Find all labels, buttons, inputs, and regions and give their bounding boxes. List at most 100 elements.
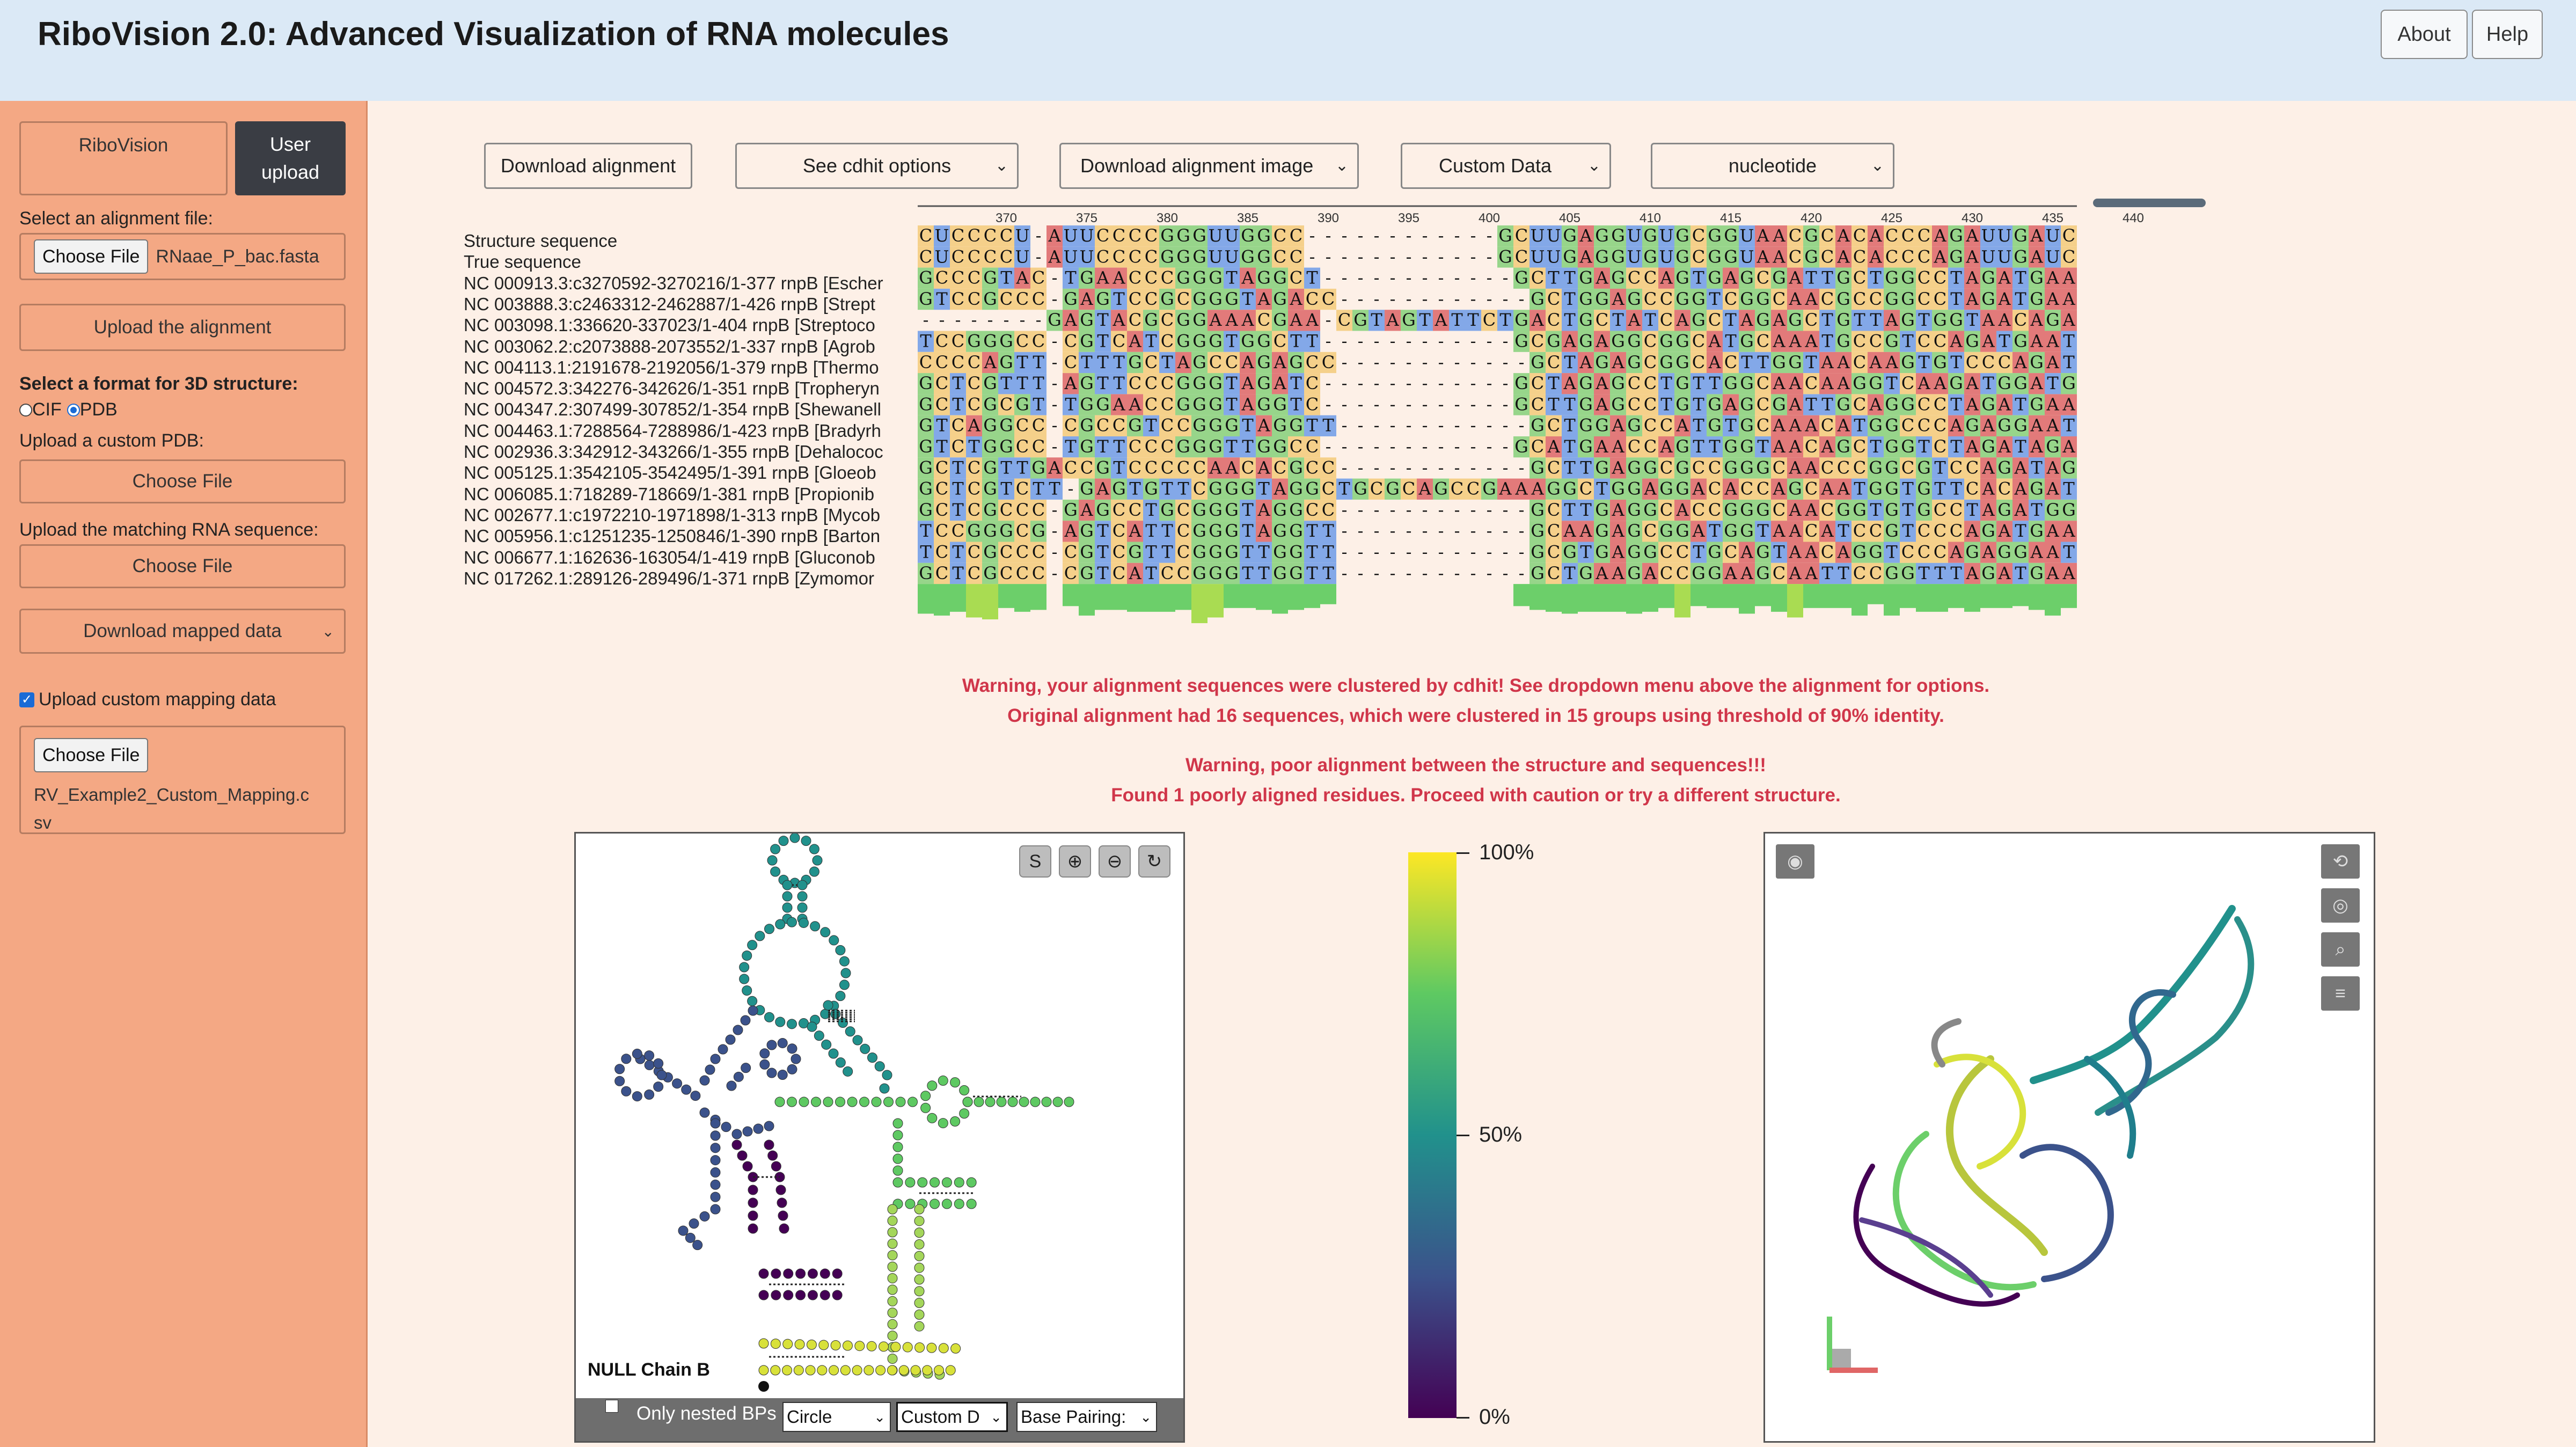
alignment-file-input[interactable]: Choose File RNaae_P_bac.fasta bbox=[19, 233, 346, 280]
nucleotide-dot[interactable] bbox=[821, 1039, 832, 1050]
nucleotide-select[interactable]: nucleotide ⌄ bbox=[1651, 143, 1894, 189]
nucleotide-dot[interactable] bbox=[766, 1040, 777, 1050]
nucleotide-dot[interactable] bbox=[914, 1251, 925, 1261]
nucleotide-dot[interactable] bbox=[775, 1185, 786, 1195]
nucleotide-dot[interactable] bbox=[718, 1044, 728, 1055]
choose-pdb-button[interactable]: Choose File bbox=[19, 459, 346, 503]
nucleotide-dot[interactable] bbox=[887, 1261, 898, 1272]
nucleotide-dot[interactable] bbox=[782, 902, 793, 913]
nucleotide-dot[interactable] bbox=[892, 1142, 903, 1152]
nucleotide-dot[interactable] bbox=[996, 1097, 1007, 1107]
nucleotide-dot[interactable] bbox=[810, 921, 821, 932]
nucleotide-dot[interactable] bbox=[874, 1061, 885, 1072]
nucleotide-dot[interactable] bbox=[778, 836, 789, 846]
nucleotide-dot[interactable] bbox=[829, 1365, 839, 1376]
nucleotide-dot[interactable] bbox=[883, 1097, 894, 1107]
nucleotide-dot[interactable] bbox=[835, 945, 846, 955]
nucleotide-dot[interactable] bbox=[807, 1021, 817, 1032]
s-icon[interactable]: S bbox=[1019, 845, 1051, 878]
nucleotide-dot[interactable] bbox=[791, 1054, 801, 1064]
secondary-structure-diagram[interactable] bbox=[576, 834, 1183, 1397]
layers-icon[interactable]: ≡ bbox=[2321, 976, 2360, 1011]
nucleotide-dot[interactable] bbox=[795, 1290, 806, 1300]
nucleotide-dot[interactable] bbox=[767, 855, 778, 866]
nucleotide-dot[interactable] bbox=[782, 1339, 793, 1349]
nucleotide-dot[interactable] bbox=[783, 1268, 794, 1279]
nucleotide-dot[interactable] bbox=[930, 1198, 940, 1209]
nucleotide-dot[interactable] bbox=[966, 1198, 977, 1209]
nucleotide-dot[interactable] bbox=[830, 1008, 841, 1019]
nucleotide-dot[interactable] bbox=[731, 1139, 742, 1150]
help-button[interactable]: Help bbox=[2472, 10, 2543, 59]
nucleotide-dot[interactable] bbox=[832, 1268, 843, 1279]
nucleotide-dot[interactable] bbox=[811, 1097, 821, 1107]
nucleotide-dot[interactable] bbox=[1019, 1097, 1029, 1107]
nucleotide-dot[interactable] bbox=[742, 1161, 753, 1172]
nucleotide-dot[interactable] bbox=[685, 1232, 696, 1243]
nucleotide-dot[interactable] bbox=[740, 1015, 751, 1026]
nucleotide-dot[interactable] bbox=[819, 1290, 830, 1300]
nucleotide-dot[interactable] bbox=[914, 1274, 925, 1285]
nucleotide-dot[interactable] bbox=[770, 844, 781, 854]
nucleotide-dot[interactable] bbox=[632, 1048, 642, 1059]
nucleotide-dot[interactable] bbox=[748, 1197, 758, 1208]
nucleotide-dot[interactable] bbox=[771, 1268, 781, 1279]
nucleotide-dot[interactable] bbox=[823, 1097, 833, 1107]
nucleotide-dot[interactable] bbox=[807, 1290, 818, 1300]
nucleotide-dot[interactable] bbox=[914, 1204, 925, 1215]
nucleotide-dot[interactable] bbox=[898, 1365, 909, 1376]
nucleotide-dot[interactable] bbox=[908, 1097, 918, 1107]
nucleotide-dot[interactable] bbox=[742, 1126, 753, 1137]
nucleotide-dot[interactable] bbox=[887, 1250, 898, 1261]
nucleotide-dot[interactable] bbox=[747, 996, 758, 1006]
nucleotide-dot[interactable] bbox=[787, 1064, 797, 1075]
nucleotide-dot[interactable] bbox=[775, 1017, 786, 1027]
nucleotide-dot[interactable] bbox=[797, 891, 808, 902]
nucleotide-dot[interactable] bbox=[739, 962, 750, 973]
nucleotide-dot[interactable] bbox=[748, 1210, 758, 1221]
nucleotide-dot[interactable] bbox=[758, 1290, 769, 1300]
nucleotide-dot[interactable] bbox=[774, 1097, 785, 1107]
nucleotide-dot[interactable] bbox=[614, 1064, 625, 1075]
nucleotide-dot[interactable] bbox=[914, 1298, 925, 1309]
nucleotide-dot[interactable] bbox=[786, 1019, 797, 1029]
nucleotide-dot[interactable] bbox=[985, 1097, 996, 1107]
nucleotide-dot[interactable] bbox=[839, 956, 850, 967]
custom-data-select[interactable]: Custom Data ⌄ bbox=[1401, 143, 1611, 189]
3d-structure-viewer[interactable]: ◉ ⟲ ◎ ⌕ ≡ bbox=[1763, 832, 2375, 1443]
nucleotide-dot[interactable] bbox=[938, 1118, 948, 1129]
nucleotide-dot[interactable] bbox=[819, 1268, 830, 1279]
nucleotide-dot[interactable] bbox=[938, 1075, 948, 1086]
nucleotide-dot[interactable] bbox=[933, 1365, 944, 1376]
nucleotide-dot[interactable] bbox=[914, 1227, 925, 1238]
nucleotide-dot[interactable] bbox=[829, 935, 839, 946]
alignment-viewer[interactable]: 370 375 380 385 390 395 400 405 410 415 420 425 430 4… bbox=[912, 199, 2485, 644]
nucleotide-dot[interactable] bbox=[733, 1025, 743, 1035]
nucleotide-dot[interactable] bbox=[842, 1340, 853, 1351]
nucleotide-dot[interactable] bbox=[920, 1091, 931, 1101]
nucleotide-dot[interactable] bbox=[755, 931, 765, 941]
nucleotide-dot[interactable] bbox=[879, 1083, 890, 1094]
nucleotide-dot[interactable] bbox=[764, 1139, 774, 1150]
data-select[interactable]: Custom D ⌄ bbox=[896, 1402, 1008, 1432]
nucleotide-dot[interactable] bbox=[887, 1215, 898, 1226]
nucleotide-dot[interactable] bbox=[777, 1070, 788, 1080]
nucleotide-dot[interactable] bbox=[770, 866, 781, 877]
nucleotide-dot[interactable] bbox=[783, 1290, 794, 1300]
nucleotide-dot[interactable] bbox=[782, 1365, 793, 1376]
nucleotide-dot[interactable] bbox=[887, 1331, 898, 1341]
nucleotide-dot[interactable] bbox=[632, 1091, 642, 1102]
3d-molecule-render[interactable] bbox=[1765, 834, 2374, 1441]
nucleotide-dot[interactable] bbox=[945, 1365, 956, 1376]
nucleotide-dot[interactable] bbox=[828, 1048, 839, 1059]
nucleotide-dot[interactable] bbox=[887, 1296, 898, 1306]
nucleotide-dot[interactable] bbox=[764, 1012, 774, 1022]
nucleotide-dot[interactable] bbox=[852, 1035, 863, 1046]
nucleotide-dot[interactable] bbox=[905, 1198, 916, 1209]
nucleotide-dot[interactable] bbox=[782, 891, 793, 902]
nucleotide-dot[interactable] bbox=[710, 1179, 721, 1190]
nucleotide-dot[interactable] bbox=[767, 1150, 778, 1161]
nucleotide-dot[interactable] bbox=[852, 1365, 862, 1376]
only-nested-bps-checkbox[interactable] bbox=[605, 1400, 618, 1413]
nucleotide-dot[interactable] bbox=[653, 1058, 664, 1069]
